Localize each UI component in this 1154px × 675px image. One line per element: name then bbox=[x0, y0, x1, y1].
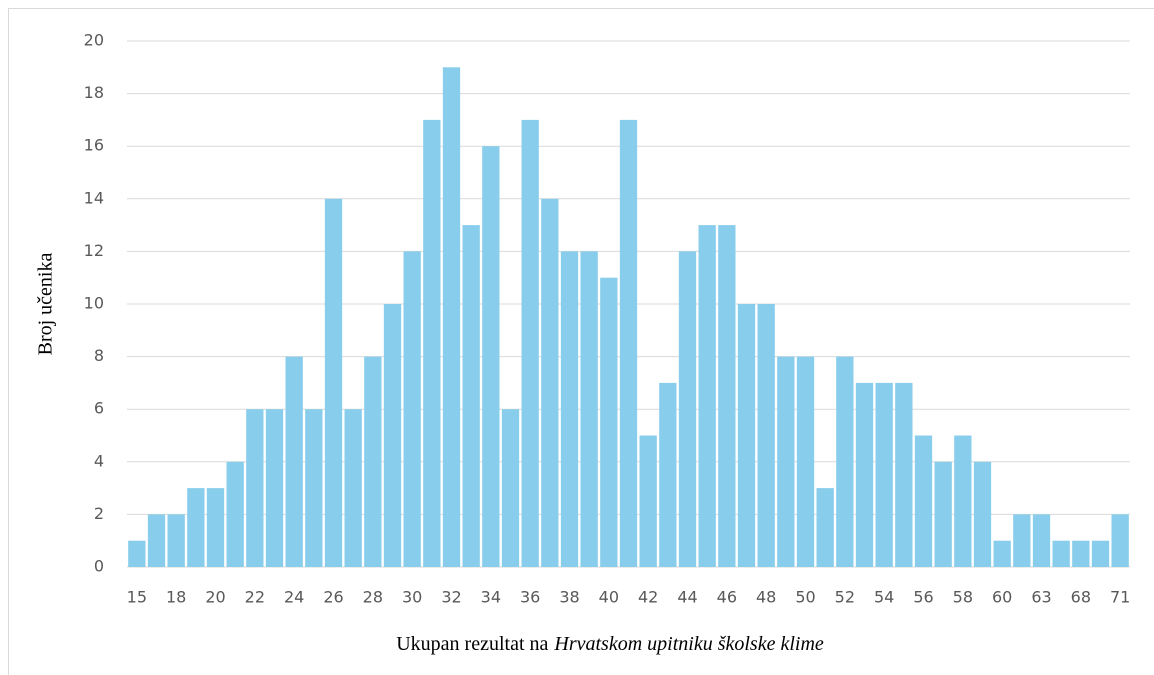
bar bbox=[600, 277, 618, 567]
bar bbox=[659, 382, 677, 567]
y-tick-label: 10 bbox=[84, 294, 104, 313]
x-tick-label: 48 bbox=[756, 588, 776, 607]
x-axis-label: Ukupan rezultat na Hrvatskom upitniku ško… bbox=[396, 633, 824, 655]
bar bbox=[324, 198, 343, 568]
x-tick-label: 54 bbox=[874, 588, 894, 607]
x-tick-label: 60 bbox=[992, 588, 1012, 607]
x-tick-label: 50 bbox=[795, 588, 815, 607]
chart-border bbox=[8, 8, 1154, 675]
bar bbox=[737, 304, 756, 567]
y-tick-label: 0 bbox=[94, 557, 104, 576]
y-tick-label: 20 bbox=[84, 31, 104, 50]
bar bbox=[403, 251, 421, 567]
y-tick-label: 16 bbox=[84, 136, 104, 155]
bar bbox=[226, 461, 244, 567]
x-tick-label: 44 bbox=[677, 588, 697, 607]
x-tick-label: 40 bbox=[599, 588, 619, 607]
bar bbox=[777, 356, 795, 567]
bar bbox=[364, 356, 382, 567]
bar bbox=[423, 119, 441, 568]
y-tick-label: 6 bbox=[94, 399, 104, 418]
y-tick-label: 12 bbox=[84, 241, 104, 260]
bar bbox=[914, 435, 933, 567]
x-tick-label: 63 bbox=[1031, 588, 1051, 607]
bar bbox=[521, 119, 539, 568]
bar bbox=[344, 409, 362, 567]
bar bbox=[442, 67, 461, 568]
bar bbox=[167, 514, 185, 567]
y-tick-label: 8 bbox=[94, 346, 104, 365]
bar bbox=[678, 251, 697, 567]
x-tick-label: 28 bbox=[363, 588, 383, 607]
bar bbox=[639, 435, 657, 567]
x-tick-label: 68 bbox=[1071, 588, 1091, 607]
y-tick-label: 14 bbox=[84, 188, 104, 207]
x-tick-label: 58 bbox=[953, 588, 973, 607]
bar bbox=[855, 382, 874, 567]
bar bbox=[462, 225, 480, 567]
bar bbox=[560, 251, 579, 567]
bar bbox=[541, 198, 559, 568]
bar bbox=[796, 356, 815, 567]
bar bbox=[482, 146, 500, 567]
x-tick-label: 20 bbox=[205, 588, 225, 607]
bar bbox=[246, 409, 264, 567]
y-axis-label: Broj učenika bbox=[35, 253, 57, 356]
bar bbox=[147, 514, 166, 567]
bar bbox=[383, 304, 402, 567]
bar bbox=[285, 356, 303, 567]
bar bbox=[934, 461, 952, 567]
bar bbox=[973, 461, 992, 567]
x-tick-label: 71 bbox=[1110, 588, 1130, 607]
y-tick-label: 4 bbox=[94, 451, 104, 470]
bar bbox=[954, 435, 972, 567]
bar bbox=[718, 225, 736, 567]
bar bbox=[816, 488, 834, 567]
bar bbox=[757, 304, 775, 567]
x-tick-label: 34 bbox=[481, 588, 501, 607]
x-axis-label-part: Ukupan rezultat na bbox=[396, 633, 548, 655]
y-tick-label: 18 bbox=[84, 83, 104, 102]
x-tick-label: 32 bbox=[441, 588, 461, 607]
bar bbox=[305, 409, 323, 567]
bar bbox=[128, 540, 146, 567]
x-tick-label: 38 bbox=[559, 588, 579, 607]
x-tick-label: 26 bbox=[323, 588, 343, 607]
bar bbox=[1052, 540, 1070, 567]
x-tick-label: 30 bbox=[402, 588, 422, 607]
bar bbox=[836, 356, 854, 567]
bar bbox=[501, 409, 520, 567]
x-tick-label: 42 bbox=[638, 588, 658, 607]
bar bbox=[1111, 514, 1129, 567]
x-tick-label: 15 bbox=[127, 588, 147, 607]
bar bbox=[619, 119, 638, 568]
x-tick-label: 36 bbox=[520, 588, 540, 607]
bar bbox=[895, 382, 913, 567]
bar bbox=[993, 540, 1011, 567]
bar bbox=[187, 488, 205, 567]
bar bbox=[1091, 540, 1110, 567]
bar bbox=[206, 488, 225, 567]
x-tick-label: 18 bbox=[166, 588, 186, 607]
x-tick-label: 52 bbox=[835, 588, 855, 607]
bar bbox=[1032, 514, 1051, 567]
bar bbox=[875, 382, 893, 567]
bar bbox=[265, 409, 284, 567]
x-tick-label: 56 bbox=[913, 588, 933, 607]
bar bbox=[1072, 540, 1090, 567]
x-tick-label: 46 bbox=[717, 588, 737, 607]
x-tick-label: 24 bbox=[284, 588, 304, 607]
y-tick-label: 2 bbox=[94, 504, 104, 523]
x-tick-label: 22 bbox=[245, 588, 265, 607]
bar bbox=[580, 251, 598, 567]
x-axis-label-italic: Hrvatskom upitniku školske klime bbox=[553, 633, 823, 655]
bar bbox=[1013, 514, 1031, 567]
bar bbox=[698, 225, 716, 567]
